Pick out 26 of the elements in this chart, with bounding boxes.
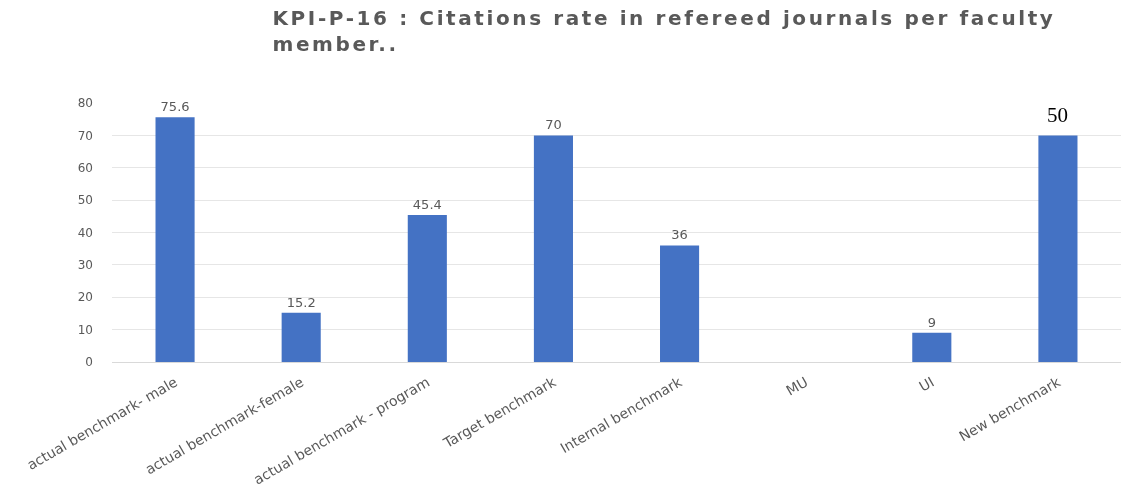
y-tick-label: 70	[77, 128, 93, 143]
x-tick-label: UI	[916, 373, 937, 395]
y-tick-label: 20	[77, 290, 93, 305]
x-tick-label: MU	[783, 373, 811, 399]
y-tick-label: 80	[77, 96, 93, 111]
annotation: 50	[1047, 103, 1068, 127]
y-tick-label: 10	[77, 322, 93, 337]
data-label: 15.2	[286, 294, 316, 310]
y-tick-label: 30	[77, 258, 93, 273]
data-label: 36	[671, 227, 688, 243]
bar	[281, 312, 321, 362]
data-label: 75.6	[160, 99, 190, 115]
bar	[533, 135, 573, 362]
bar	[1038, 135, 1078, 362]
chart-title: KPI-P-16 : Citations rate in refereed journals per faculty member..	[272, 6, 1056, 56]
y-tick-label: 60	[77, 160, 93, 175]
y-tick-label: 50	[77, 193, 93, 208]
data-label: 9	[927, 314, 936, 330]
data-label: 70	[545, 117, 562, 133]
data-label: 45.4	[412, 197, 442, 213]
bar	[407, 215, 447, 362]
bar	[660, 245, 700, 362]
y-tick-label: 40	[77, 225, 93, 240]
y-tick-label: 0	[85, 355, 93, 370]
bar	[912, 332, 952, 362]
bar	[155, 117, 195, 362]
